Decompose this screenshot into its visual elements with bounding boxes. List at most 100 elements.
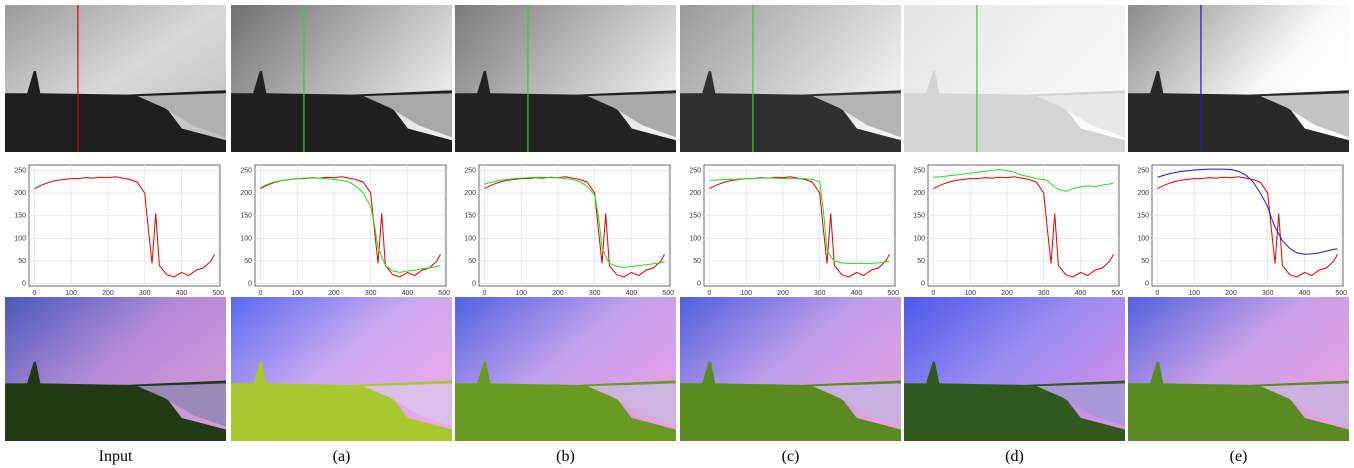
water xyxy=(812,93,901,138)
plot-area xyxy=(927,164,1120,287)
land xyxy=(680,71,901,152)
y-tick-label: 250 xyxy=(240,167,252,174)
caption: (b) xyxy=(556,448,575,465)
y-tick-label: 0 xyxy=(1145,281,1149,288)
x-tick-label: 300 xyxy=(365,290,377,297)
y-tick-label: 0 xyxy=(697,281,701,288)
x-tick-label: 0 xyxy=(259,290,263,297)
x-tick-label: 200 xyxy=(777,290,789,297)
x-tick-label: 500 xyxy=(1111,290,1123,297)
x-tick-label: 100 xyxy=(964,290,976,297)
x-tick-label: 500 xyxy=(1335,290,1347,297)
panel: 0 50 100 150 200 250 0 100 200 300 400 500 (b) xyxy=(455,5,676,465)
water xyxy=(1036,93,1125,138)
caption: (c) xyxy=(782,448,800,465)
x-tick-label: 100 xyxy=(65,290,77,297)
y-tick-label: 200 xyxy=(689,190,701,197)
x-tick-label: 200 xyxy=(552,290,564,297)
y-tick-label: 100 xyxy=(464,235,476,242)
land xyxy=(1128,71,1349,152)
plot-area xyxy=(1151,164,1344,287)
reference-line xyxy=(484,176,665,278)
y-tick-label: 200 xyxy=(464,190,476,197)
panel: 0 50 100 150 200 250 0 100 200 300 400 500 (d) xyxy=(904,5,1125,465)
result-line xyxy=(260,177,441,273)
water xyxy=(1260,93,1349,138)
x-tick-label: 500 xyxy=(662,290,674,297)
water xyxy=(1260,383,1349,427)
x-tick-label: 500 xyxy=(438,290,450,297)
x-tick-label: 200 xyxy=(328,290,340,297)
reference-line xyxy=(933,176,1114,278)
panel: 0 50 100 150 200 250 0 100 200 300 400 500 Input xyxy=(5,5,226,465)
water xyxy=(587,93,676,138)
y-tick-label: 100 xyxy=(14,235,26,242)
x-tick-label: 300 xyxy=(589,290,601,297)
x-tick-label: 100 xyxy=(291,290,303,297)
x-tick-label: 500 xyxy=(212,290,224,297)
y-tick-label: 50 xyxy=(917,258,925,265)
x-tick-label: 500 xyxy=(887,290,899,297)
x-tick-label: 400 xyxy=(626,290,638,297)
land xyxy=(5,71,226,152)
reference-line xyxy=(1157,176,1338,278)
result-line xyxy=(933,169,1114,192)
y-tick-label: 100 xyxy=(240,235,252,242)
y-tick-label: 250 xyxy=(14,167,26,174)
y-tick-label: 50 xyxy=(1141,258,1149,265)
x-tick-label: 0 xyxy=(932,290,936,297)
caption: (e) xyxy=(1230,448,1248,465)
y-tick-label: 0 xyxy=(248,281,252,288)
x-tick-label: 100 xyxy=(1188,290,1200,297)
caption: (a) xyxy=(333,448,351,465)
land xyxy=(1128,361,1349,441)
x-tick-label: 400 xyxy=(1075,290,1087,297)
plot-area xyxy=(28,164,221,287)
y-tick-label: 150 xyxy=(1137,213,1149,220)
y-tick-label: 50 xyxy=(468,258,476,265)
y-tick-label: 0 xyxy=(921,281,925,288)
y-tick-label: 200 xyxy=(913,190,925,197)
x-tick-label: 0 xyxy=(1156,290,1160,297)
panel: 0 50 100 150 200 250 0 100 200 300 400 500 (c) xyxy=(680,5,901,465)
y-tick-label: 100 xyxy=(689,235,701,242)
y-tick-label: 50 xyxy=(693,258,701,265)
water xyxy=(137,93,226,138)
result-line xyxy=(1157,168,1338,255)
x-tick-label: 400 xyxy=(402,290,414,297)
panel: 0 50 100 150 200 250 0 100 200 300 400 500 (e) xyxy=(1128,5,1349,465)
x-tick-label: 200 xyxy=(102,290,114,297)
water xyxy=(1036,383,1125,427)
y-tick-label: 50 xyxy=(244,258,252,265)
x-tick-label: 400 xyxy=(176,290,188,297)
y-tick-label: 150 xyxy=(14,213,26,220)
land xyxy=(455,71,676,152)
y-tick-label: 100 xyxy=(1137,235,1149,242)
water xyxy=(812,383,901,427)
x-tick-label: 200 xyxy=(1001,290,1013,297)
y-tick-label: 0 xyxy=(472,281,476,288)
result-line xyxy=(484,176,665,268)
y-tick-label: 200 xyxy=(14,190,26,197)
land xyxy=(904,361,1125,441)
result-line xyxy=(709,177,890,264)
x-tick-label: 100 xyxy=(740,290,752,297)
y-tick-label: 50 xyxy=(18,258,26,265)
land xyxy=(455,361,676,441)
plot-area xyxy=(703,164,896,287)
x-tick-label: 0 xyxy=(33,290,37,297)
land xyxy=(680,361,901,441)
y-tick-label: 100 xyxy=(913,235,925,242)
reference-line xyxy=(34,176,215,278)
x-tick-label: 400 xyxy=(1299,290,1311,297)
y-tick-label: 150 xyxy=(464,213,476,220)
y-tick-label: 200 xyxy=(240,190,252,197)
x-tick-label: 300 xyxy=(1262,290,1274,297)
y-tick-label: 150 xyxy=(913,213,925,220)
water xyxy=(587,383,676,427)
plot-area xyxy=(254,164,447,287)
panel: 0 50 100 150 200 250 0 100 200 300 400 500 (a) xyxy=(231,5,452,465)
y-tick-label: 150 xyxy=(689,213,701,220)
x-tick-label: 0 xyxy=(483,290,487,297)
